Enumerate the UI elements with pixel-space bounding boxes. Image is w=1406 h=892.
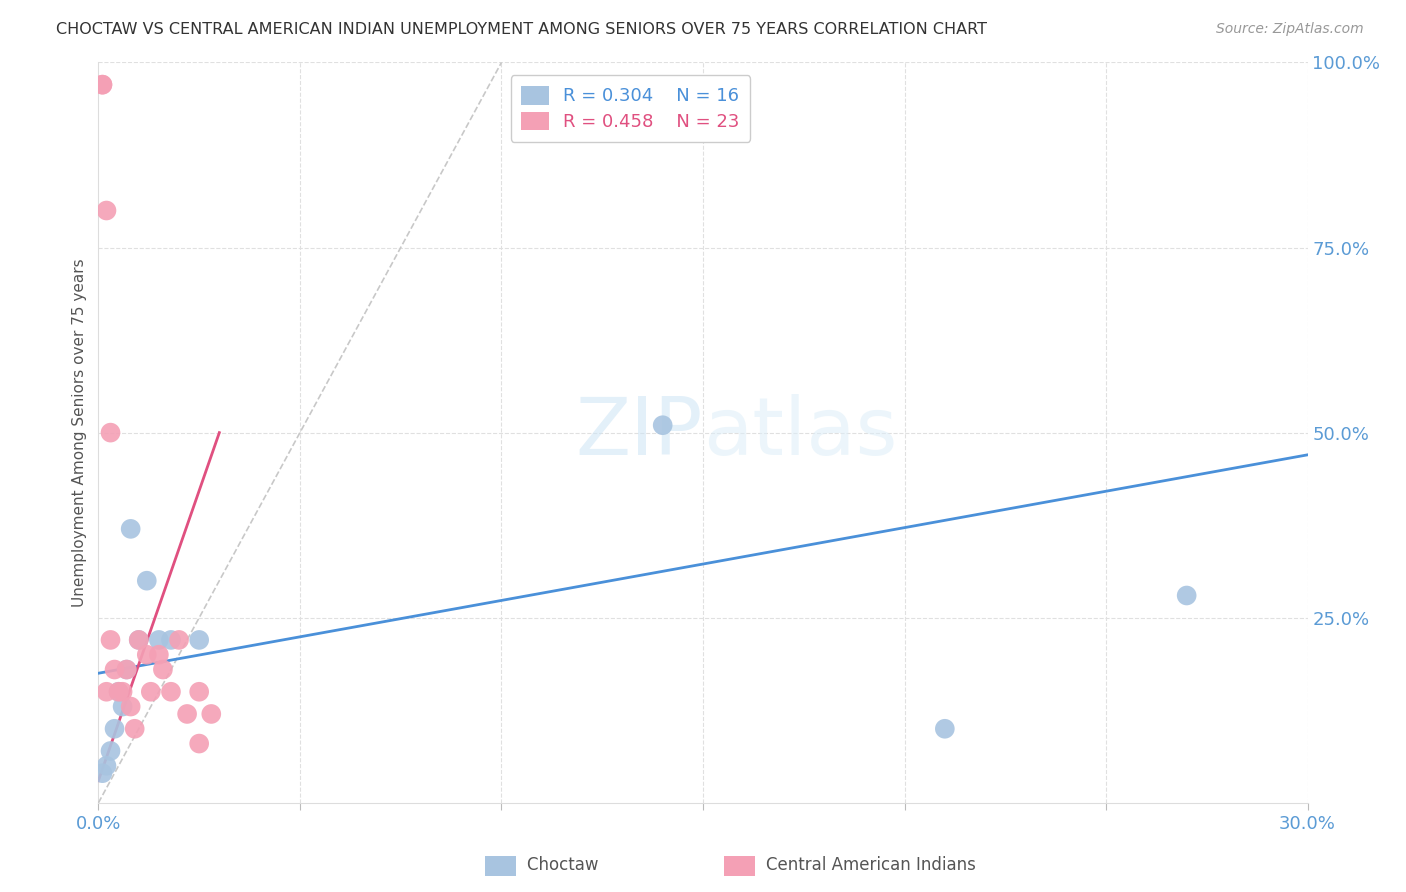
Point xyxy=(103,663,125,677)
Point xyxy=(160,632,183,647)
Point xyxy=(107,685,129,699)
Point xyxy=(96,758,118,772)
Point xyxy=(160,685,183,699)
Point xyxy=(111,699,134,714)
Point xyxy=(100,425,122,440)
Legend: R = 0.304    N = 16, R = 0.458    N = 23: R = 0.304 N = 16, R = 0.458 N = 23 xyxy=(510,75,751,142)
Text: CHOCTAW VS CENTRAL AMERICAN INDIAN UNEMPLOYMENT AMONG SENIORS OVER 75 YEARS CORR: CHOCTAW VS CENTRAL AMERICAN INDIAN UNEMP… xyxy=(56,22,987,37)
Point xyxy=(152,663,174,677)
Point xyxy=(135,648,157,662)
Point xyxy=(124,722,146,736)
Point xyxy=(188,737,211,751)
Y-axis label: Unemployment Among Seniors over 75 years: Unemployment Among Seniors over 75 years xyxy=(72,259,87,607)
Point xyxy=(135,574,157,588)
Point xyxy=(111,685,134,699)
Point xyxy=(148,648,170,662)
Point xyxy=(651,418,673,433)
Point xyxy=(103,722,125,736)
Point xyxy=(188,685,211,699)
Text: atlas: atlas xyxy=(703,393,897,472)
Point xyxy=(188,632,211,647)
Point xyxy=(100,632,122,647)
Point xyxy=(115,663,138,677)
Point xyxy=(1175,589,1198,603)
Point xyxy=(91,766,114,780)
Point xyxy=(148,632,170,647)
Point xyxy=(96,203,118,218)
Point xyxy=(139,685,162,699)
Text: Choctaw: Choctaw xyxy=(506,856,599,874)
Point xyxy=(128,632,150,647)
Text: Central American Indians: Central American Indians xyxy=(745,856,976,874)
Point xyxy=(91,78,114,92)
Point xyxy=(91,78,114,92)
Point xyxy=(167,632,190,647)
Point xyxy=(107,685,129,699)
Point xyxy=(128,632,150,647)
Text: Source: ZipAtlas.com: Source: ZipAtlas.com xyxy=(1216,22,1364,37)
Point xyxy=(120,522,142,536)
Point xyxy=(176,706,198,721)
Point xyxy=(200,706,222,721)
Point xyxy=(96,685,118,699)
Point xyxy=(120,699,142,714)
Text: ZIP: ZIP xyxy=(575,393,703,472)
Point xyxy=(100,744,122,758)
Point xyxy=(115,663,138,677)
Point xyxy=(934,722,956,736)
